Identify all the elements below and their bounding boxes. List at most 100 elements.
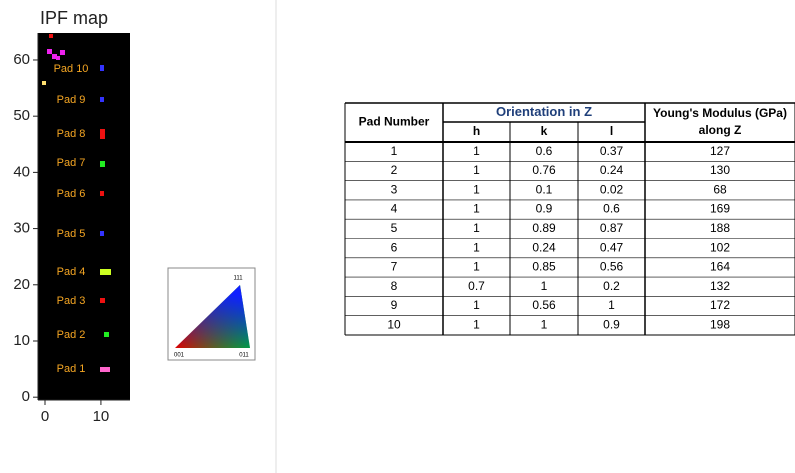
pad-label: Pad 10	[54, 63, 89, 75]
pad-marker	[104, 332, 109, 337]
header-cell: Young's Modulus (GPa)	[653, 106, 787, 120]
pad-marker	[100, 269, 111, 275]
table-cell: 4	[391, 202, 398, 216]
table-cell: 198	[710, 318, 730, 332]
table-cell: 1	[473, 182, 480, 196]
pixel	[49, 34, 53, 38]
y-tick-label: 60	[13, 51, 30, 68]
table-cell: 1	[608, 298, 615, 312]
table-cell: 2	[391, 163, 398, 177]
y-tick-label: 30	[13, 220, 30, 237]
table: Pad Number Orientation in Z h k l Young's Mod…	[345, 103, 795, 335]
table-cell: 0.2	[603, 279, 620, 293]
table-cell: 172	[710, 298, 730, 312]
header-cell: Pad Number	[359, 115, 430, 129]
table-cell: 0.47	[600, 240, 624, 254]
header-cell: along Z	[699, 123, 742, 137]
table-cell: 0.56	[532, 298, 556, 312]
table-cell: 5	[391, 221, 398, 235]
table-cell: 9	[391, 298, 398, 312]
table-cell: 0.9	[603, 318, 620, 332]
table-cell: 169	[710, 202, 730, 216]
map-image	[38, 33, 130, 400]
header-cell: k	[541, 124, 548, 138]
pad-marker	[100, 298, 105, 303]
pixel	[47, 49, 52, 54]
table-cell: 127	[710, 144, 730, 158]
pad-label: Pad 7	[57, 157, 86, 169]
pad-label: Pad 2	[57, 329, 86, 341]
table-cell: 188	[710, 221, 730, 235]
table-cell: 0.24	[532, 240, 556, 254]
page: {"ipf_map": {"title": "IPF map", "xlim":…	[0, 0, 795, 473]
table-cell: 132	[710, 279, 730, 293]
table-cell: 1	[391, 144, 398, 158]
table-cell: 0.6	[603, 202, 620, 216]
pad-marker	[100, 161, 105, 167]
table-cell: 0.24	[600, 163, 624, 177]
screenshot: IPF map 111 001 011 Pad NumberOrientatio…	[0, 0, 795, 473]
table-cell: 6	[391, 240, 398, 254]
pixel	[60, 50, 65, 55]
y-tick-label: 10	[13, 332, 30, 349]
table-cell: 1	[473, 221, 480, 235]
pad-marker	[100, 97, 104, 102]
pad-label: Pad 3	[57, 295, 86, 307]
table-cell: 1	[473, 260, 480, 274]
table-cell: 102	[710, 240, 730, 254]
pad-marker	[100, 65, 104, 71]
pad-label: Pad 1	[57, 363, 86, 375]
header-cell: l	[610, 124, 613, 138]
pad-marker	[100, 367, 110, 372]
y-tick-label: 0	[22, 388, 30, 405]
y-tick-label: 20	[13, 276, 30, 293]
header-cell: h	[473, 124, 480, 138]
pad-label: Pad 6	[57, 188, 86, 200]
pad-marker	[100, 129, 105, 139]
y-tick-label: 40	[13, 163, 30, 180]
y-tick-label: 50	[13, 107, 30, 124]
table-cell: 1	[473, 144, 480, 158]
table-cell: 3	[391, 182, 398, 196]
table-cell: 0.6	[536, 144, 553, 158]
x-tick-label: 10	[93, 408, 110, 425]
table-cell: 164	[710, 260, 730, 274]
legend-label: 001	[174, 353, 185, 359]
table-cell: 1	[473, 240, 480, 254]
pixel	[56, 56, 60, 60]
table-cell: 7	[391, 260, 398, 274]
pad-label: Pad 5	[57, 228, 86, 240]
table-cell: 0.02	[600, 182, 624, 196]
table-cell: 1	[473, 163, 480, 177]
pad-label: Pad 9	[57, 94, 86, 106]
table-cell: 0.1	[536, 182, 553, 196]
pad-marker	[100, 191, 104, 196]
table-cell: 8	[391, 279, 398, 293]
table-cell: 0.85	[532, 260, 556, 274]
table-cell: 130	[710, 163, 730, 177]
table-cell: 1	[473, 298, 480, 312]
table-cell: 0.7	[468, 279, 485, 293]
pad-marker	[100, 231, 104, 236]
pixel	[42, 81, 46, 85]
table-cell: 0.89	[532, 221, 556, 235]
legend-label: 111	[233, 276, 243, 282]
pad-label: Pad 8	[57, 128, 86, 140]
table-cell: 0.9	[536, 202, 553, 216]
header-cell: Orientation in Z	[496, 104, 592, 119]
table-cell: 0.56	[600, 260, 624, 274]
table-cell: 0.87	[600, 221, 624, 235]
table-cell: 0.76	[532, 163, 556, 177]
table-cell: 1	[541, 318, 548, 332]
table-cell: 1	[473, 202, 480, 216]
pad-label: Pad 4	[57, 266, 86, 278]
table-cell: 68	[713, 182, 727, 196]
table-cell: 1	[541, 279, 548, 293]
table-cell: 10	[387, 318, 401, 332]
legend-label: 011	[239, 353, 249, 359]
map-title: IPF map	[40, 8, 108, 28]
table-cell: 0.37	[600, 144, 624, 158]
table-cell: 1	[473, 318, 480, 332]
ipf-legend: 111 001 011	[168, 268, 255, 360]
x-tick-label: 0	[41, 408, 49, 425]
